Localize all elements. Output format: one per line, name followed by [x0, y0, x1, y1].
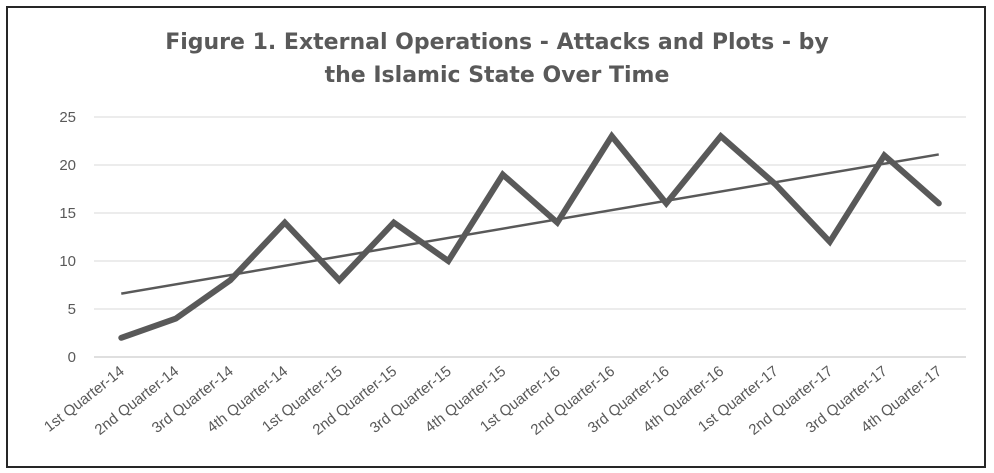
- gridlines: [94, 116, 966, 310]
- y-tick-label: 10: [59, 253, 76, 270]
- y-tick-label: 20: [59, 157, 76, 174]
- y-axis-tick-labels: 0 5 10 15 20 25: [59, 109, 76, 366]
- trendline: [121, 153, 939, 295]
- chart-title-line-1: Figure 1. External Operations - Attacks …: [165, 30, 829, 55]
- chart-title-line-2: the Islamic State Over Time: [324, 63, 670, 88]
- chart-title: Figure 1. External Operations - Attacks …: [0, 26, 994, 92]
- y-tick-label: 5: [68, 301, 76, 318]
- y-tick-label: 25: [59, 109, 76, 126]
- y-tick-label: 15: [59, 205, 76, 222]
- series-line: [118, 131, 942, 341]
- trendline-layer: [121, 153, 939, 295]
- y-tick-label: 0: [68, 349, 76, 366]
- series-layer: [118, 131, 942, 341]
